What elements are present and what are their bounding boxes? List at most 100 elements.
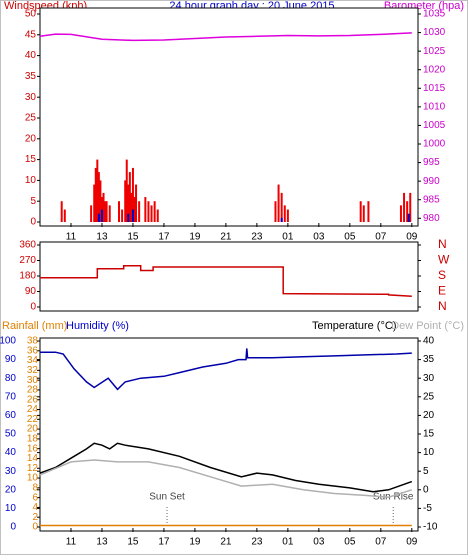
plot-area xyxy=(39,241,419,312)
y2-tick-label: 980 xyxy=(423,213,440,224)
series-line xyxy=(39,32,412,42)
y2-tick-label: -5 xyxy=(423,503,432,514)
y3-tick-label: 10 xyxy=(5,503,17,514)
wind-bar xyxy=(96,159,99,222)
x-tick-label: 15 xyxy=(127,232,139,243)
wind-bar xyxy=(407,213,410,222)
y-tick-label: 360 xyxy=(19,240,36,251)
y-tick-label: 270 xyxy=(19,255,36,266)
wind-bar xyxy=(108,205,111,222)
wind-bar xyxy=(94,167,97,222)
wind-bar xyxy=(104,201,107,222)
y-tick-label: 36 xyxy=(27,345,39,356)
wind-bar xyxy=(286,209,289,222)
wind-bar xyxy=(277,184,280,222)
y-tick-label: 0 xyxy=(30,302,36,313)
wind-bar xyxy=(150,205,153,222)
y-tick-label: 24 xyxy=(27,404,39,415)
wind-bar xyxy=(156,209,159,222)
series-line xyxy=(39,459,413,498)
x-tick-label: 03 xyxy=(313,232,325,243)
y2-tick-label: 0 xyxy=(423,484,429,495)
x-tick-label: 21 xyxy=(220,232,232,243)
y3-tick-label: 90 xyxy=(5,354,17,365)
x-tick-label: 19 xyxy=(189,537,201,548)
wind-bar xyxy=(100,197,103,222)
wind-bar xyxy=(97,172,100,222)
y2-tick-label: 990 xyxy=(423,176,440,187)
wind-bar xyxy=(153,201,156,222)
x-tick-label: 07 xyxy=(375,537,387,548)
temperature-header: Temperature (°C) xyxy=(312,320,396,332)
x-tick-label: 09 xyxy=(406,537,418,548)
rain-header: Rainfall (mm) xyxy=(2,320,67,332)
annotation: Sun Set xyxy=(149,492,185,503)
y2-tick-label: 15 xyxy=(423,429,435,440)
y2-tick-label: 1020 xyxy=(423,64,446,75)
y-tick-label: 5 xyxy=(30,196,36,207)
x-tick-label: 15 xyxy=(127,537,139,548)
y2-tick-label: 25 xyxy=(423,391,435,402)
y3-tick-label: 50 xyxy=(5,429,17,440)
x-tick-label: 11 xyxy=(66,232,77,243)
wind-bar xyxy=(138,201,141,222)
y-tick-label: 35 xyxy=(25,71,37,82)
y-tick-label: 0 xyxy=(30,217,36,228)
y-tick-label: 20 xyxy=(27,424,39,435)
y-tick-label: 8 xyxy=(32,482,38,493)
y-tick-label: 30 xyxy=(27,375,39,386)
wind-bar xyxy=(280,217,283,222)
wind-bar xyxy=(367,201,370,222)
x-tick-label: 09 xyxy=(406,232,418,243)
wind-bar xyxy=(399,205,402,222)
y-tick-label: 38 xyxy=(27,336,39,347)
wind-bar xyxy=(130,192,133,222)
y3-tick-label: 40 xyxy=(5,447,17,458)
y-tick-label: 4 xyxy=(32,502,38,513)
wind-bar xyxy=(125,159,128,222)
y2-tick-label: S xyxy=(438,268,446,282)
series-line xyxy=(40,348,412,391)
x-tick-label: 07 xyxy=(375,232,387,243)
y3-tick-label: 80 xyxy=(5,373,17,384)
wind-bar xyxy=(60,201,63,222)
y2-tick-label: 1010 xyxy=(423,101,446,112)
wind-bar xyxy=(128,172,131,222)
wind-bar xyxy=(131,209,134,222)
wind-bar xyxy=(90,205,93,222)
y2-tick-label: 35 xyxy=(423,354,435,365)
y2-tick-label: -10 xyxy=(423,522,438,533)
y-tick-label: 15 xyxy=(25,154,37,165)
wind-bar xyxy=(135,184,138,222)
wind-bar xyxy=(127,213,130,222)
y-tick-label: 0 xyxy=(32,522,38,533)
y-tick-label: 32 xyxy=(27,365,39,376)
x-tick-label: 01 xyxy=(282,537,294,548)
x-tick-label: 13 xyxy=(96,232,108,243)
y-tick-label: 30 xyxy=(25,92,37,103)
wind-bar xyxy=(97,213,100,222)
series-line xyxy=(40,264,412,298)
y2-tick-label: 20 xyxy=(423,410,435,421)
y-tick-label: 28 xyxy=(27,385,39,396)
wind-bar xyxy=(280,192,283,222)
wind-bar xyxy=(362,205,365,222)
y-tick-label: 34 xyxy=(27,355,39,366)
x-tick-label: 17 xyxy=(158,537,170,548)
wind-bar xyxy=(144,197,147,222)
y-tick-label: 50 xyxy=(25,9,37,20)
y-tick-label: 18 xyxy=(27,434,39,445)
dewpoint-header: Dew Point (°C) xyxy=(391,320,464,332)
x-tick-label: 17 xyxy=(158,232,170,243)
y2-tick-label: 5 xyxy=(423,466,429,477)
y-tick-label: 180 xyxy=(19,271,36,282)
y2-tick-label: W xyxy=(438,253,450,267)
y3-tick-label: 100 xyxy=(0,336,16,347)
y3-tick-label: 0 xyxy=(10,522,16,533)
wind-bar xyxy=(124,180,127,222)
y2-tick-label: 10 xyxy=(423,447,435,458)
wind-bar xyxy=(283,205,286,222)
wind-bar xyxy=(93,184,96,222)
wind-header: Windspeed (kph) xyxy=(4,0,87,12)
